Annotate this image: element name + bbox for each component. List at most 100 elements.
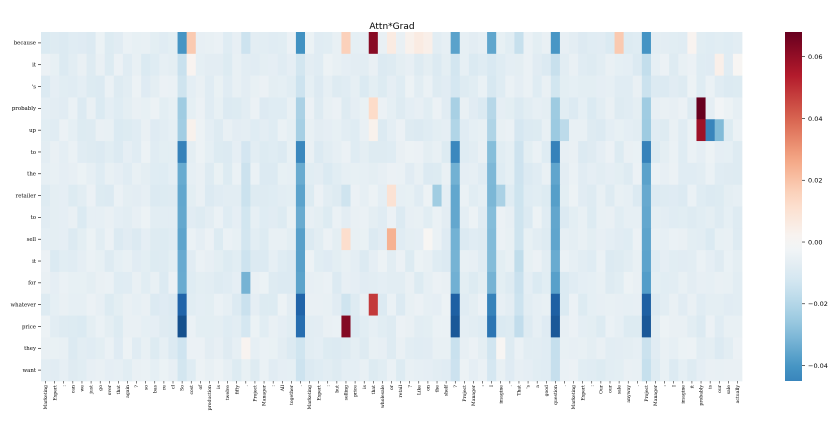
heatmap-cell xyxy=(523,75,533,98)
heatmap-cell xyxy=(732,293,743,316)
heatmap-cell xyxy=(68,97,78,120)
heatmap-cell xyxy=(732,141,743,164)
heatmap-cell xyxy=(341,315,351,338)
heatmap-cell xyxy=(286,75,297,98)
heatmap-cell xyxy=(59,293,69,316)
heatmap-cell xyxy=(286,250,297,273)
heatmap-cell xyxy=(50,228,60,251)
x-tick-label: Our xyxy=(598,384,604,394)
heatmap-cell xyxy=(596,337,606,360)
x-tick-label: the xyxy=(435,385,441,393)
heatmap-cell xyxy=(696,75,706,98)
heatmap-cell xyxy=(487,184,497,207)
heatmap-cell xyxy=(496,359,506,382)
heatmap-cell xyxy=(350,315,360,338)
heatmap-cell xyxy=(505,293,515,316)
heatmap-cell xyxy=(423,293,433,316)
heatmap-cell xyxy=(550,53,561,76)
heatmap-cell xyxy=(723,184,734,207)
heatmap-cell xyxy=(605,206,615,229)
heatmap-cell xyxy=(477,337,488,360)
heatmap-cell xyxy=(678,250,688,273)
heatmap-cell xyxy=(386,162,397,186)
heatmap-cell xyxy=(95,271,106,295)
heatmap-cell xyxy=(186,228,197,251)
heatmap-cell xyxy=(95,206,106,229)
heatmap-cell xyxy=(386,271,397,295)
heatmap-cell xyxy=(605,250,615,273)
heatmap-cell xyxy=(514,53,524,76)
heatmap-cell xyxy=(341,53,351,76)
heatmap-cell xyxy=(223,97,233,120)
heatmap-cell xyxy=(514,184,524,207)
heatmap-cell xyxy=(550,97,561,120)
heatmap-cell xyxy=(323,359,333,382)
heatmap-cell xyxy=(632,250,643,273)
heatmap-cell xyxy=(477,119,488,142)
heatmap-cell xyxy=(359,141,370,164)
heatmap-cell xyxy=(204,141,215,164)
heatmap-cell xyxy=(232,359,242,382)
heatmap-cell xyxy=(660,271,670,295)
heatmap-cell xyxy=(168,53,178,76)
heatmap-cell xyxy=(514,141,524,164)
heatmap-cell xyxy=(250,97,260,120)
heatmap-cell xyxy=(559,206,570,229)
heatmap-cell xyxy=(159,250,169,273)
colorbar-tick-label: 0.00 xyxy=(808,238,822,246)
heatmap-cell xyxy=(669,250,679,273)
heatmap-cell xyxy=(687,271,697,295)
heatmap-cell xyxy=(104,162,115,186)
heatmap-cell xyxy=(450,184,461,207)
heatmap-cell xyxy=(514,119,524,142)
heatmap-cell xyxy=(305,228,315,251)
heatmap-cell xyxy=(213,97,224,120)
heatmap-cell xyxy=(678,141,688,164)
heatmap-cell xyxy=(477,228,488,251)
heatmap-cell xyxy=(714,293,725,316)
heatmap-cell xyxy=(77,97,87,120)
heatmap-cell xyxy=(432,228,442,251)
heatmap-cell xyxy=(177,141,188,164)
heatmap-cell xyxy=(368,228,379,251)
heatmap-cell xyxy=(687,250,697,273)
heatmap-cell xyxy=(141,228,151,251)
heatmap-cell xyxy=(723,53,734,76)
heatmap-cell xyxy=(414,271,424,295)
heatmap-cell xyxy=(487,32,497,55)
heatmap-cell xyxy=(213,162,224,186)
heatmap-cell xyxy=(286,53,297,76)
heatmap-cell xyxy=(532,75,543,98)
heatmap-cell xyxy=(414,162,424,186)
heatmap-cell xyxy=(432,315,442,338)
heatmap-cell xyxy=(541,337,552,360)
heatmap-cell xyxy=(122,271,133,295)
heatmap-cell xyxy=(468,315,479,338)
heatmap-cell xyxy=(505,184,515,207)
heatmap-cell xyxy=(650,250,661,273)
heatmap-cell xyxy=(669,75,679,98)
heatmap-cell xyxy=(195,250,206,273)
heatmap-cell xyxy=(450,315,461,338)
heatmap-cell xyxy=(696,293,706,316)
heatmap-cell xyxy=(177,271,188,295)
heatmap-cell xyxy=(405,75,415,98)
heatmap-cell xyxy=(632,206,643,229)
heatmap-cell xyxy=(705,184,716,207)
heatmap-cell xyxy=(732,97,743,120)
heatmap-cell xyxy=(532,250,543,273)
heatmap-cell xyxy=(578,53,588,76)
heatmap-cell xyxy=(559,337,570,360)
heatmap-cell xyxy=(614,250,624,273)
heatmap-cell xyxy=(323,32,333,55)
heatmap-cell xyxy=(259,315,269,338)
x-tick-label: : xyxy=(272,385,277,387)
heatmap-cell xyxy=(414,75,424,98)
heatmap-cell xyxy=(468,119,479,142)
x-tick-label: : xyxy=(590,385,595,387)
heatmap-cell xyxy=(232,293,242,316)
heatmap-cell xyxy=(405,359,415,382)
heatmap-cell xyxy=(587,337,597,360)
heatmap-cell xyxy=(650,141,661,164)
x-tick-label: . xyxy=(563,384,568,386)
